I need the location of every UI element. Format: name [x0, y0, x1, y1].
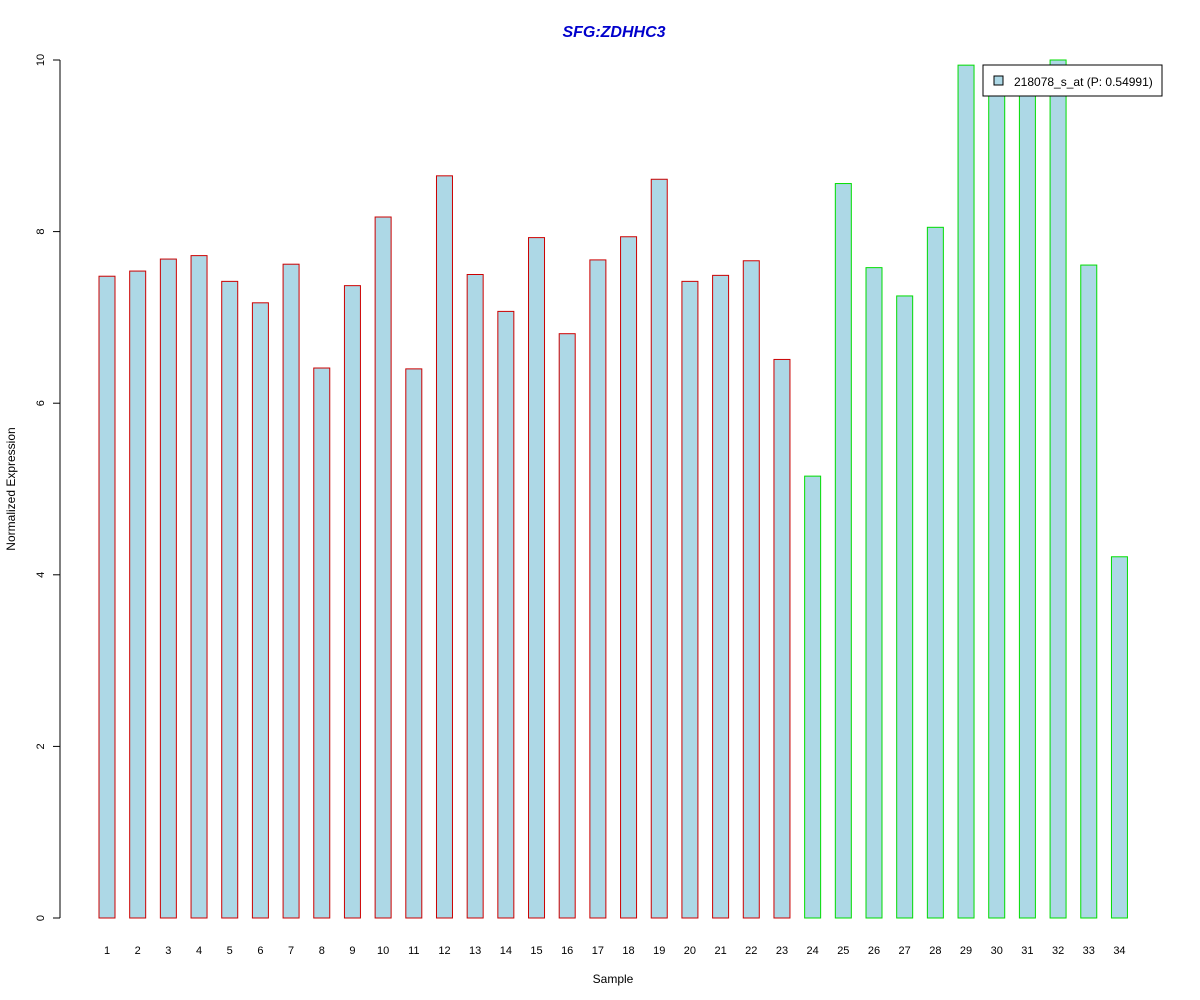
bar-sample-31 — [1018, 93, 1036, 919]
legend-box — [982, 64, 1163, 97]
x-tick-label: 32 — [1052, 945, 1064, 957]
bar-sample-4 — [190, 255, 208, 919]
bar-sample-20 — [681, 280, 699, 919]
bar-sample-12 — [435, 175, 453, 919]
bar-sample-15 — [528, 237, 546, 919]
bar-sample-22 — [742, 260, 760, 919]
x-tick-label: 8 — [319, 945, 325, 957]
x-tick-label: 27 — [899, 945, 911, 957]
bar-sample-16 — [558, 333, 576, 919]
y-axis-label: Normalized Expression — [4, 427, 18, 550]
x-tick-label: 1 — [104, 945, 110, 957]
x-tick-label: 17 — [592, 945, 604, 957]
x-ticks: 1 2 3 4 5 6 7 8 9 10 11 12 13 14 15 16 17 18 19 20 21 22 23 24 2… — [104, 945, 1126, 957]
y-tick-label: 4 — [35, 572, 47, 578]
x-tick-label: 13 — [469, 945, 481, 957]
legend-label: 218078_s_at (P: 0.54991) — [1014, 75, 1153, 89]
bar-sample-13 — [466, 274, 484, 919]
y-tick-label: 6 — [35, 400, 47, 406]
x-tick-label: 7 — [288, 945, 294, 957]
x-tick-label: 18 — [622, 945, 634, 957]
x-axis-label: Sample — [593, 972, 634, 986]
x-tick-label: 20 — [684, 945, 696, 957]
x-tick-label: 28 — [929, 945, 941, 957]
x-tick-label: 22 — [745, 945, 757, 957]
x-tick-label: 15 — [530, 945, 542, 957]
bar-sample-8 — [313, 367, 331, 919]
x-tick-label: 6 — [257, 945, 263, 957]
x-tick-label: 29 — [960, 945, 972, 957]
bar-sample-5 — [221, 280, 239, 919]
bar-sample-18 — [620, 236, 638, 919]
bar-sample-30 — [988, 92, 1006, 919]
bar-sample-17 — [589, 259, 607, 919]
bar-sample-11 — [405, 368, 423, 919]
bar-sample-28 — [926, 226, 944, 919]
bar-sample-14 — [497, 310, 515, 919]
x-tick-label: 10 — [377, 945, 389, 957]
x-tick-label: 3 — [165, 945, 171, 957]
legend-swatch — [993, 75, 1004, 86]
x-tick-label: 2 — [135, 945, 141, 957]
x-tick-label: 16 — [561, 945, 573, 957]
x-tick-label: 19 — [653, 945, 665, 957]
bar-sample-19 — [650, 178, 668, 919]
bar-sample-27 — [896, 295, 914, 919]
bar-sample-29 — [957, 64, 975, 919]
x-tick-label: 21 — [714, 945, 726, 957]
y-tick-label: 2 — [35, 743, 47, 749]
x-tick-label: 23 — [776, 945, 788, 957]
bar-sample-33 — [1080, 264, 1098, 919]
y-tick-label: 0 — [35, 915, 47, 921]
x-tick-label: 12 — [438, 945, 450, 957]
bar-sample-7 — [282, 263, 300, 919]
legend: 218078_s_at (P: 0.54991) — [982, 64, 1163, 97]
bar-sample-23 — [773, 358, 791, 919]
x-tick-label: 31 — [1021, 945, 1033, 957]
bar-sample-25 — [834, 183, 852, 919]
bar-sample-3 — [159, 258, 177, 919]
y-tick-label: 8 — [35, 229, 47, 235]
chart-title: SFG:ZDHHC3 — [562, 24, 665, 41]
x-tick-label: 9 — [349, 945, 355, 957]
x-tick-label: 11 — [408, 945, 419, 957]
bar-sample-2 — [129, 270, 147, 919]
bar-sample-10 — [374, 216, 392, 919]
x-tick-label: 14 — [500, 945, 512, 957]
x-tick-label: 25 — [837, 945, 849, 957]
x-tick-label: 5 — [227, 945, 233, 957]
bar-sample-1 — [98, 275, 116, 919]
x-tick-label: 4 — [196, 945, 202, 957]
bar-sample-26 — [865, 267, 883, 919]
x-tick-label: 30 — [991, 945, 1003, 957]
x-tick-label: 24 — [807, 945, 819, 957]
bar-sample-32 — [1049, 59, 1067, 919]
bar-sample-9 — [343, 285, 361, 919]
bars — [98, 59, 1128, 919]
y-tick-label: 10 — [35, 54, 47, 66]
x-tick-label: 33 — [1083, 945, 1095, 957]
x-tick-label: 26 — [868, 945, 880, 957]
bar-sample-24 — [804, 475, 822, 919]
bar-sample-21 — [712, 274, 730, 919]
y-ticks: 0 2 4 6 8 10 — [35, 54, 60, 921]
bar-sample-34 — [1110, 556, 1128, 919]
x-tick-label: 34 — [1113, 945, 1125, 957]
bar-sample-6 — [251, 302, 269, 919]
